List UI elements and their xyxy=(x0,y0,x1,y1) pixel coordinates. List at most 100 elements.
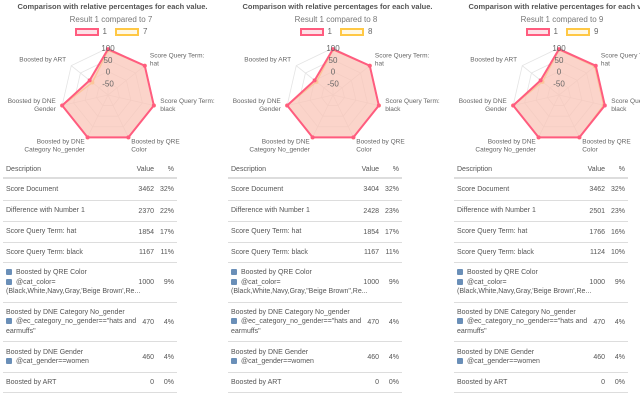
legend-item[interactable]: 1 xyxy=(74,27,107,36)
rule-icon[interactable] xyxy=(231,269,237,276)
row-description: Score Query Term: black xyxy=(457,248,579,258)
data-point[interactable] xyxy=(310,135,315,140)
data-point[interactable] xyxy=(312,78,317,83)
description-text: (Black,White,Navy,Gray,'Beige Brown',Re.… xyxy=(457,288,592,296)
description-line: (Black,White,Navy,Gray,'Beige Brown',Re.… xyxy=(457,287,591,297)
row-value: 3404 xyxy=(363,186,379,193)
table-row: Score Document 3404 32% xyxy=(228,179,402,201)
description-line: Difference with Number 1 xyxy=(6,206,128,216)
axis-label-line: Color xyxy=(131,146,147,153)
legend-label: 7 xyxy=(143,27,148,36)
data-point[interactable] xyxy=(87,78,92,83)
data-point[interactable] xyxy=(557,47,561,52)
description-text: Boosted by DNE Gender xyxy=(231,348,309,356)
description-text: earmuffs" xyxy=(231,327,261,335)
data-point[interactable] xyxy=(593,63,598,68)
table-row: Score Query Term: hat 1854 17% xyxy=(3,222,177,243)
description-line: Boosted by DNE Category No_gender xyxy=(6,308,128,318)
axis-label-line: Score Query Term: xyxy=(375,53,430,60)
data-point[interactable] xyxy=(351,135,356,140)
description-line: @cat_color= xyxy=(231,278,353,288)
row-description: Boosted by DNE Gender @cat_gender==women xyxy=(457,348,579,367)
description-text: Difference with Number 1 xyxy=(231,207,310,215)
data-point[interactable] xyxy=(511,103,516,108)
data-point[interactable] xyxy=(85,135,90,140)
rule-icon[interactable] xyxy=(6,269,12,276)
data-point[interactable] xyxy=(331,47,335,52)
row-description: Boosted by DNE Category No_gender @ec_cat… xyxy=(6,308,136,337)
row-description: Score Query Term: hat xyxy=(231,227,353,237)
row-value: 3462 xyxy=(138,186,154,193)
legend-swatch xyxy=(340,27,364,36)
legend-item[interactable]: 9 xyxy=(566,27,598,36)
description-text: earmuffs" xyxy=(457,327,487,335)
legend-item[interactable]: 7 xyxy=(115,27,147,36)
axis-label-line: Boosted by DNE xyxy=(488,138,537,145)
description-text: @cat_color= xyxy=(241,278,281,286)
axis-label-line: black xyxy=(611,106,627,113)
row-percent: 32% xyxy=(159,186,174,193)
data-point[interactable] xyxy=(376,103,381,108)
description-text: Boosted by QRE Color xyxy=(467,269,538,277)
tick-label: -50 xyxy=(327,79,339,88)
description-text: Score Document xyxy=(6,185,59,193)
rule-icon[interactable] xyxy=(231,358,237,364)
row-percent: 11% xyxy=(160,249,175,256)
row-description: Difference with Number 1 xyxy=(457,206,579,216)
rule-icon[interactable] xyxy=(6,278,12,285)
rule-icon[interactable] xyxy=(6,358,12,364)
axis-label-line: Score Query Term: xyxy=(601,53,640,60)
axis-label-line: Category No_gender xyxy=(249,146,310,153)
rule-icon[interactable] xyxy=(6,318,12,325)
header-description: Description xyxy=(457,165,493,173)
row-percent: 9% xyxy=(163,279,174,286)
data-point[interactable] xyxy=(538,78,543,83)
description-line: (Black,White,Navy,Gray,"Beige Brown",Re.… xyxy=(231,287,368,297)
axis-label-line: Boosted by ART xyxy=(470,57,517,64)
header-description: Description xyxy=(6,165,42,173)
table-row: Boosted by ART 0 0% xyxy=(454,373,628,393)
data-point[interactable] xyxy=(602,103,607,108)
data-point[interactable] xyxy=(285,103,290,108)
description-text: @cat_gender==women xyxy=(241,358,314,365)
rule-icon[interactable] xyxy=(231,318,237,325)
rule-icon[interactable] xyxy=(231,278,237,285)
axis-label: Score Query Term:hat xyxy=(375,53,430,68)
axis-label-line: Gender xyxy=(34,106,57,113)
legend-item[interactable]: 1 xyxy=(525,27,558,36)
table-row: Score Document 3462 32% xyxy=(3,179,177,201)
description-text: Score Query Term: black xyxy=(6,248,83,256)
table-row: Score Query Term: hat 1854 17% xyxy=(228,222,402,243)
data-point[interactable] xyxy=(142,63,147,68)
legend-item[interactable]: 8 xyxy=(340,27,372,36)
data-point[interactable] xyxy=(60,103,65,108)
row-value: 1124 xyxy=(589,249,605,256)
legend-item[interactable]: 1 xyxy=(299,27,332,36)
legend-swatch xyxy=(299,27,324,36)
data-point[interactable] xyxy=(367,63,372,68)
description-text: @cat_color= xyxy=(467,278,507,286)
row-value: 3462 xyxy=(589,186,605,193)
rule-icon[interactable] xyxy=(457,358,463,364)
description-text: Boosted by QRE Color xyxy=(241,269,312,277)
data-point[interactable] xyxy=(577,135,582,140)
data-point[interactable] xyxy=(106,47,110,52)
description-line: Boosted by QRE Color xyxy=(231,268,353,278)
legend-label: 1 xyxy=(553,27,558,36)
series-line-1 xyxy=(60,47,155,139)
row-description: Score Query Term: hat xyxy=(6,227,128,237)
description-text: @cat_gender==women xyxy=(16,358,89,365)
axis-label: Boosted by DNE Category No_gender xyxy=(475,138,536,153)
data-point[interactable] xyxy=(151,103,156,108)
row-value: 1167 xyxy=(138,249,154,256)
data-point[interactable] xyxy=(126,135,131,140)
rule-icon[interactable] xyxy=(457,278,463,285)
legend-label: 1 xyxy=(327,27,332,36)
rule-icon[interactable] xyxy=(457,318,463,325)
table-row: Difference with Number 1 2370 22% xyxy=(3,201,177,222)
data-point[interactable] xyxy=(536,135,541,140)
axis-label-line: Boosted by ART xyxy=(19,57,66,64)
rule-icon[interactable] xyxy=(457,269,463,276)
description-text: Boosted by DNE Gender xyxy=(457,348,535,356)
table-row: Boosted by ART 0 0% xyxy=(228,373,402,393)
